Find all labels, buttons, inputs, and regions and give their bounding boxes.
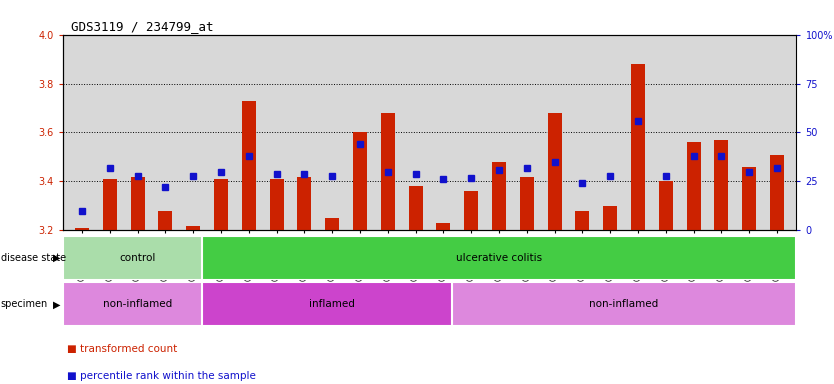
Bar [548,113,561,230]
Bar [202,282,463,326]
Bar [520,177,534,230]
Bar [409,186,423,230]
Bar [686,142,701,230]
Text: ▶: ▶ [53,253,60,263]
Bar [63,282,213,326]
Text: non-inflamed: non-inflamed [103,299,173,310]
Text: inflamed: inflamed [309,299,355,310]
Bar [353,132,367,230]
Bar [715,140,728,230]
Bar [186,225,200,230]
Text: specimen: specimen [1,299,48,310]
Text: ■ percentile rank within the sample: ■ percentile rank within the sample [67,371,255,381]
Bar [659,182,673,230]
Bar [603,206,617,230]
Bar [325,218,339,230]
Text: ■ transformed count: ■ transformed count [67,344,177,354]
Bar [202,236,796,280]
Text: ulcerative colitis: ulcerative colitis [456,253,542,263]
Bar [242,101,256,230]
Bar [381,113,394,230]
Bar [63,236,213,280]
Bar [158,211,173,230]
Text: control: control [119,253,156,263]
Bar [742,167,756,230]
Bar [131,177,144,230]
Bar [770,154,784,230]
Bar [75,228,89,230]
Text: disease state: disease state [1,253,66,263]
Bar [214,179,228,230]
Bar [465,191,478,230]
Text: non-inflamed: non-inflamed [590,299,659,310]
Bar [436,223,450,230]
Bar [492,162,506,230]
Bar [269,179,284,230]
Bar [298,177,311,230]
Bar [575,211,590,230]
Text: ▶: ▶ [53,299,60,310]
Bar [103,179,117,230]
Text: GDS3119 / 234799_at: GDS3119 / 234799_at [71,20,214,33]
Bar [631,64,645,230]
Bar [452,282,796,326]
